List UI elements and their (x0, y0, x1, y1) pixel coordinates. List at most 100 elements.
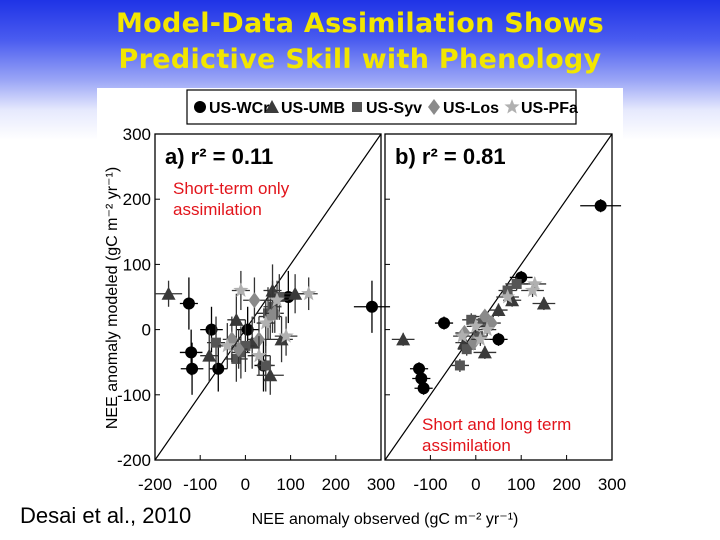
data-point (438, 317, 451, 330)
data-point (185, 346, 198, 359)
x-tick-label: 200 (552, 475, 580, 494)
data-point (269, 292, 285, 307)
panel-label: a) r² = 0.11 (165, 144, 273, 169)
x-tick-label: 300 (367, 475, 395, 494)
panel-label: b) r² = 0.81 (395, 144, 506, 169)
data-point (527, 276, 543, 291)
y-tick-label: 300 (123, 125, 151, 144)
data-point (454, 328, 470, 343)
y-axis-label: NEE anomaly modeled (gC m⁻² yr⁻¹) (104, 167, 121, 429)
y-tick-label: -200 (117, 451, 151, 470)
data-point (491, 303, 506, 317)
data-point (186, 362, 199, 375)
x-tick-label: 200 (322, 475, 350, 494)
data-point (161, 286, 176, 300)
data-point (232, 341, 245, 358)
citation: Desai et al., 2010 (20, 503, 192, 528)
data-point (202, 348, 217, 362)
data-point (301, 285, 317, 301)
slide-title-line-1: Model-Data Assimilation Shows (115, 8, 605, 39)
data-point (511, 278, 522, 289)
data-point (251, 347, 267, 363)
data-point (205, 323, 218, 336)
data-point (454, 360, 465, 371)
data-point (477, 345, 492, 359)
data-point (492, 333, 505, 346)
panel-b: -100 0 100 200 300 b) r² = 0.81 Short and long… (384, 133, 626, 494)
plot-frame (384, 133, 613, 461)
data-point (263, 368, 278, 382)
data-point (219, 337, 235, 353)
series-us-umb (391, 293, 556, 359)
x-tick-label: -100 (413, 475, 447, 494)
data-point (461, 344, 472, 355)
x-tick-label: 300 (598, 475, 626, 494)
legend-label-us-syv: US-Syv (366, 100, 422, 117)
data-point (594, 199, 607, 212)
annotation: Short-term only assimilation (173, 179, 290, 219)
legend-marker-us-syv (352, 102, 362, 112)
legend-label-us-umb: US-UMB (281, 100, 345, 117)
slide-title: Model-Data Assimilation Shows Predictive… (0, 6, 720, 78)
data-point (274, 292, 285, 302)
data-point (260, 360, 271, 371)
data-point (415, 372, 428, 385)
data-point (473, 331, 484, 342)
panels: -200 -100 0 100 200 300 -200 -100 0 100 200 300 a) r… (117, 125, 626, 494)
data-point (288, 286, 303, 300)
data-point (524, 282, 541, 297)
data-point (365, 300, 378, 313)
x-tick-label: 0 (471, 475, 480, 494)
slide-title-line-2: Predictive Skill with Phenology (118, 44, 602, 75)
legend: US-WCr US-UMB US-Syv US-Los US-PFa (186, 89, 578, 125)
data-point (479, 321, 495, 337)
plot-frame (154, 133, 382, 461)
legend-marker-us-pfa (504, 99, 520, 114)
data-point (278, 328, 294, 343)
legend-marker-us-los (428, 99, 440, 115)
legend-marker-us-umb (265, 100, 279, 113)
data-point (229, 312, 244, 326)
y-tick-label: 100 (123, 255, 151, 274)
data-point (274, 332, 289, 346)
legend-marker-us-wcr (194, 101, 206, 113)
data-point (468, 318, 484, 333)
data-point (268, 305, 281, 322)
x-tick-label: -200 (138, 475, 172, 494)
data-point (536, 296, 551, 310)
y-tick-label: 0 (142, 321, 151, 340)
data-point (396, 332, 411, 346)
y-tick-label: -100 (117, 386, 151, 405)
x-tick-label: 100 (276, 475, 304, 494)
data-point (472, 331, 488, 346)
figure-background (97, 88, 623, 536)
annotation: Short and long term assimilation (422, 415, 571, 455)
y-tick-label: 200 (123, 190, 151, 209)
data-point (505, 293, 520, 307)
panel-a: -200 -100 0 100 200 300 -200 -100 0 100 200 300 a) r… (117, 125, 395, 494)
data-point (233, 282, 249, 297)
data-point (248, 292, 261, 309)
legend-label-us-pfa: US-PFa (521, 100, 578, 117)
series-us-pfa (218, 270, 318, 376)
data-point (258, 315, 274, 330)
data-point (413, 362, 426, 375)
data-point (417, 382, 430, 395)
legend-label-us-wcr: US-WCr (209, 100, 269, 117)
data-point (231, 353, 242, 364)
data-point (466, 314, 477, 325)
data-point (241, 323, 254, 336)
x-tick-label: -100 (183, 475, 217, 494)
data-point (211, 337, 222, 348)
data-point (500, 289, 516, 304)
x-tick-label: 100 (507, 475, 535, 494)
data-point (182, 297, 195, 310)
data-point (267, 301, 278, 312)
data-point (212, 362, 225, 375)
x-tick-label: 0 (241, 475, 250, 494)
x-axis-label: NEE anomaly observed (gC m⁻² yr⁻¹) (252, 511, 519, 528)
data-point (240, 340, 251, 351)
legend-label-us-los: US-Los (443, 100, 499, 117)
series-us-pfa (453, 276, 547, 346)
